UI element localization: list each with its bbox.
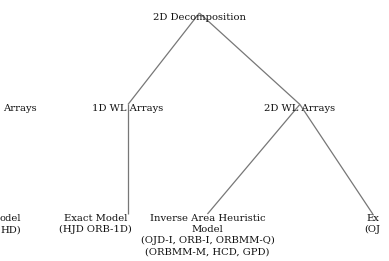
Text: Exact Model
(HJD ORB-1D): Exact Model (HJD ORB-1D) <box>59 214 132 234</box>
Text: Arrays: Arrays <box>3 104 37 113</box>
Text: odel
HD): odel HD) <box>0 214 21 234</box>
Text: 2D Decomposition: 2D Decomposition <box>153 13 246 22</box>
Text: 2D WL Arrays: 2D WL Arrays <box>264 104 335 113</box>
Text: 1D WL Arrays: 1D WL Arrays <box>93 104 164 113</box>
Text: Inverse Area Heuristic
Model
(OJD-I, ORB-I, ORBMM-Q)
(ORBMM-M, HCD, GPD): Inverse Area Heuristic Model (OJD-I, ORB… <box>140 214 274 257</box>
Text: Ex
(OJ: Ex (OJ <box>365 214 381 234</box>
